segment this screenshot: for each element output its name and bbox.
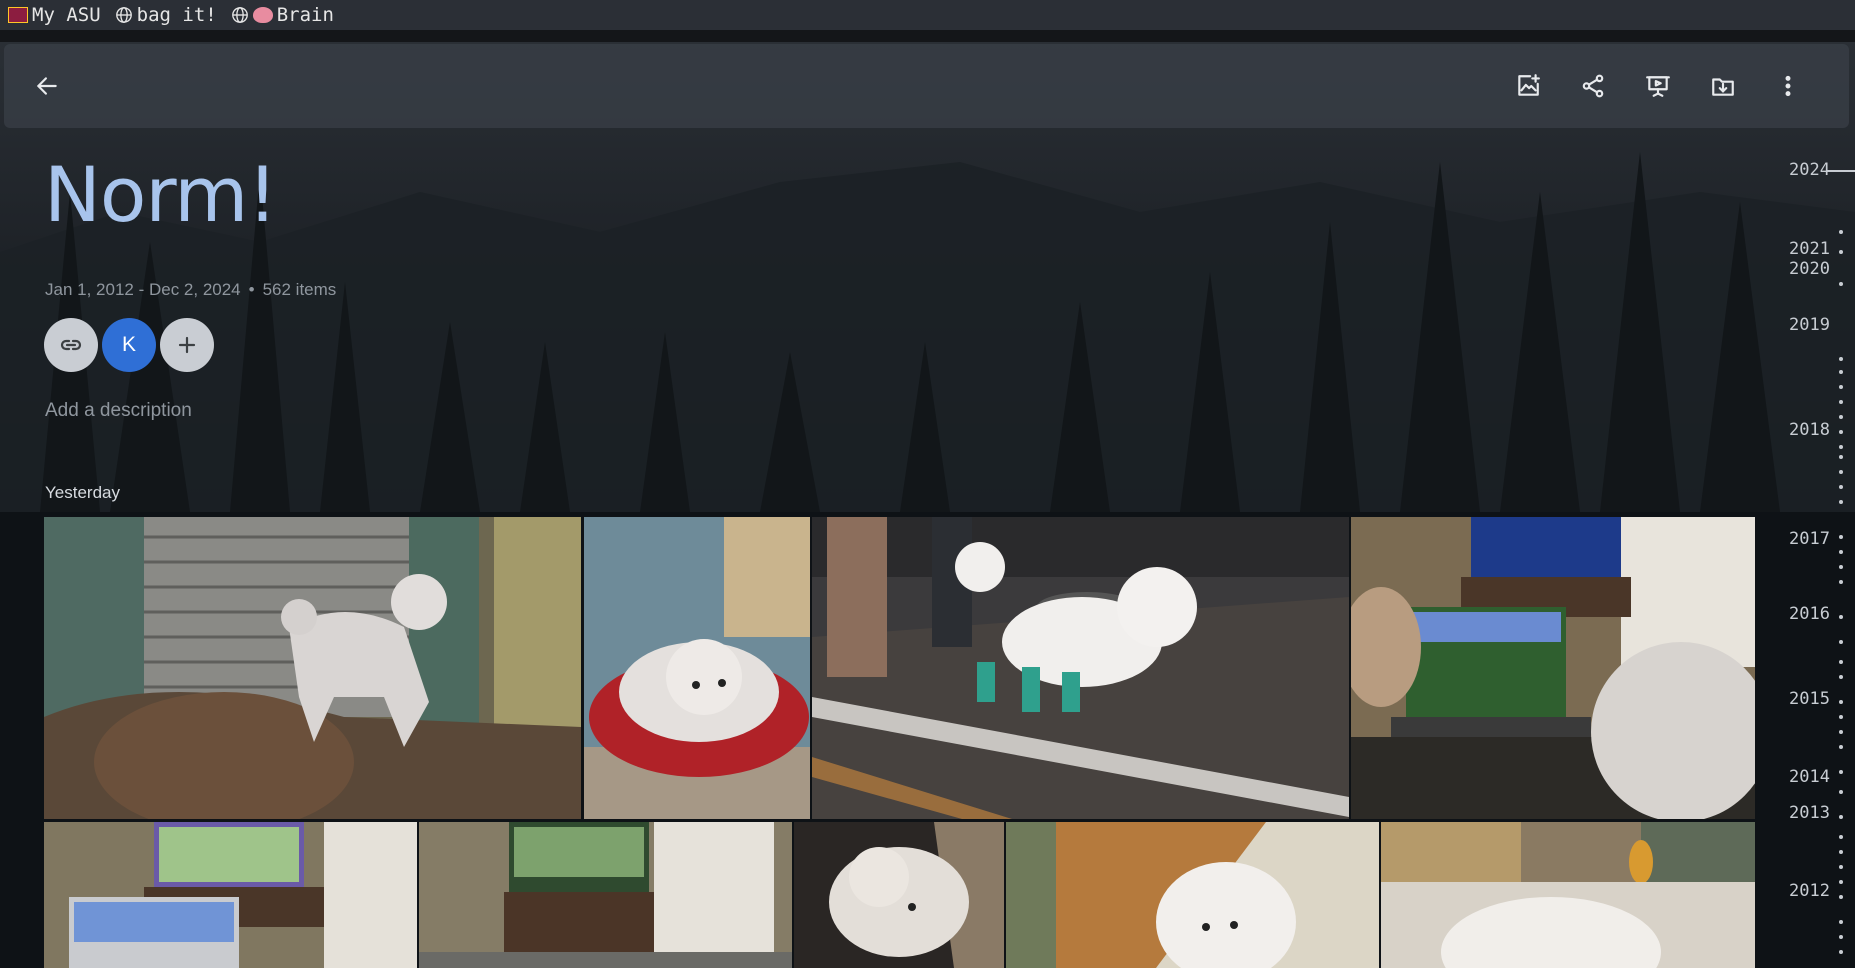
bookmark-label: Brain xyxy=(276,4,334,26)
timeline-tick xyxy=(1839,715,1843,719)
timeline-tick xyxy=(1839,385,1843,389)
timeline-tick xyxy=(1839,357,1843,361)
timeline-tick xyxy=(1839,535,1843,539)
download-icon xyxy=(1712,78,1734,96)
top-app-bar xyxy=(4,44,1849,128)
brain-icon xyxy=(252,7,273,23)
photo-thumbnail[interactable] xyxy=(44,822,417,968)
timeline-tick xyxy=(1839,935,1843,939)
timeline-tick xyxy=(1839,430,1843,434)
avatar[interactable]: K xyxy=(102,318,156,372)
timeline-tick xyxy=(1839,920,1843,924)
globe-icon xyxy=(115,7,132,23)
timeline-tick xyxy=(1839,865,1843,869)
timeline-year[interactable]: 2019 xyxy=(1789,315,1830,335)
photo-thumbnail[interactable] xyxy=(1006,822,1379,968)
photo-thumbnail[interactable] xyxy=(419,822,792,968)
timeline-tick xyxy=(1839,700,1843,704)
bookmark-my-asu[interactable]: My ASU xyxy=(8,4,101,26)
slideshow-icon xyxy=(1646,76,1670,97)
add-photos-icon xyxy=(1518,74,1540,96)
slideshow-button[interactable] xyxy=(1638,66,1678,106)
asu-icon xyxy=(8,7,28,23)
timeline-tick xyxy=(1839,500,1843,504)
add-photos-button[interactable] xyxy=(1508,66,1548,106)
divider xyxy=(0,30,1855,42)
share-button[interactable] xyxy=(1573,66,1613,106)
photo-thumbnail[interactable] xyxy=(44,517,581,819)
timeline-tick xyxy=(1839,790,1843,794)
timeline-tick xyxy=(1839,895,1843,899)
timeline-tick xyxy=(1839,370,1843,374)
timeline-year[interactable]: 2021 xyxy=(1789,239,1830,259)
bookmark-brain[interactable]: Brain xyxy=(231,4,334,26)
timeline-tick xyxy=(1839,880,1843,884)
timeline-tick xyxy=(1839,615,1843,619)
timeline-year[interactable]: 2014 xyxy=(1789,767,1830,787)
add-person-button[interactable] xyxy=(160,318,214,372)
photo-thumbnail[interactable] xyxy=(584,517,810,819)
date-range: Jan 1, 2012 - Dec 2, 2024 xyxy=(45,280,241,299)
timeline-tick xyxy=(1839,470,1843,474)
description-field[interactable]: Add a description xyxy=(45,400,192,421)
timeline-tick xyxy=(1839,400,1843,404)
timeline-tick xyxy=(1839,230,1843,234)
bookmark-label: My ASU xyxy=(32,4,101,26)
plus-icon xyxy=(178,336,196,354)
timeline-tick xyxy=(1839,455,1843,459)
timeline-year[interactable]: 2024 xyxy=(1789,160,1830,180)
timeline-tick xyxy=(1839,835,1843,839)
timeline-tick xyxy=(1839,675,1843,679)
album-meta: Jan 1, 2012 - Dec 2, 2024 • 562 items xyxy=(45,280,336,300)
bookmark-bag-it[interactable]: bag it! xyxy=(115,4,217,26)
back-button[interactable] xyxy=(27,66,67,106)
timeline-current-position[interactable] xyxy=(1826,170,1855,172)
bookmarks-bar: My ASU bag it! Brain xyxy=(0,0,1855,30)
timeline-year[interactable]: 2018 xyxy=(1789,420,1830,440)
timeline-tick xyxy=(1839,565,1843,569)
timeline-tick xyxy=(1839,550,1843,554)
timeline-tick xyxy=(1839,580,1843,584)
section-label: Yesterday xyxy=(45,483,120,502)
copy-link-button[interactable] xyxy=(44,318,98,372)
download-button[interactable] xyxy=(1703,66,1743,106)
timeline-tick xyxy=(1839,815,1843,819)
timeline-year[interactable]: 2016 xyxy=(1789,604,1830,624)
timeline-tick xyxy=(1839,850,1843,854)
timeline-tick xyxy=(1839,282,1843,286)
share-icon xyxy=(1582,74,1604,98)
timeline-year[interactable]: 2012 xyxy=(1789,881,1830,901)
timeline-tick xyxy=(1839,415,1843,419)
timeline-tick xyxy=(1839,485,1843,489)
link-icon xyxy=(60,339,82,351)
timeline-year[interactable]: 2020 xyxy=(1789,259,1830,279)
timeline-tick xyxy=(1839,730,1843,734)
timeline-year[interactable]: 2013 xyxy=(1789,803,1830,823)
timeline-tick xyxy=(1839,745,1843,749)
timeline-tick xyxy=(1839,770,1843,774)
timeline-year[interactable]: 2017 xyxy=(1789,529,1830,549)
item-count: 562 items xyxy=(262,280,337,299)
timeline-tick xyxy=(1839,445,1843,449)
globe-icon xyxy=(231,7,248,23)
separator: • xyxy=(248,280,255,299)
photo-thumbnail[interactable] xyxy=(794,822,1004,968)
more-vert-icon xyxy=(1785,75,1791,97)
timeline-tick xyxy=(1839,950,1843,954)
more-options-button[interactable] xyxy=(1768,66,1808,106)
timeline-tick xyxy=(1839,660,1843,664)
timeline-tick xyxy=(1839,640,1843,644)
photo-thumbnail[interactable] xyxy=(812,517,1349,819)
timeline-tick xyxy=(1839,250,1843,254)
timeline-year[interactable]: 2015 xyxy=(1789,689,1830,709)
album-title[interactable]: Norm! xyxy=(44,150,278,239)
back-arrow-icon xyxy=(37,77,57,95)
photo-thumbnail[interactable] xyxy=(1351,517,1755,819)
photo-thumbnail[interactable] xyxy=(1381,822,1755,968)
sharing-chips: K xyxy=(44,318,214,372)
bookmark-label: bag it! xyxy=(136,4,217,26)
